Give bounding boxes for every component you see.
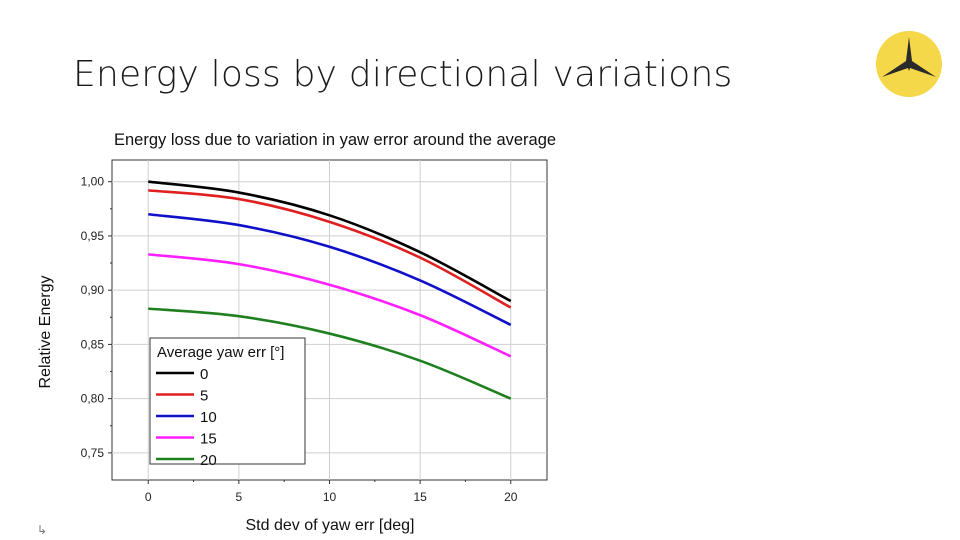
series-line-5 (148, 189, 512, 309)
x-axis-label: Std dev of yaw err [deg] (246, 517, 415, 534)
y-axis-label: Relative Energy (37, 276, 54, 389)
turbine-star-logo-icon (876, 31, 942, 97)
series-line-0 (148, 180, 512, 303)
series-line-20 (148, 307, 512, 400)
y-tick-label: 0,85 (81, 337, 105, 351)
legend-label-15: 15 (200, 431, 217, 448)
x-tick-label: 20 (504, 490, 518, 504)
x-tick-label: 0 (145, 490, 152, 504)
y-tick-label: 1,00 (81, 175, 105, 189)
y-tick-label: 0,75 (81, 446, 105, 460)
legend-label-5: 5 (200, 388, 208, 405)
slide-title: Energy loss by directional variations (73, 54, 733, 95)
legend-title: Average yaw err [°] (157, 344, 284, 361)
series-line-10 (148, 212, 512, 327)
legend-box (149, 337, 306, 465)
chart-title: Energy loss due to variation in yaw erro… (114, 131, 556, 149)
y-tick-label: 0,80 (81, 392, 105, 406)
legend-label-20: 20 (200, 452, 217, 469)
legend-label-10: 10 (200, 409, 217, 426)
series-line-15 (148, 253, 512, 358)
y-tick-label: 0,90 (81, 283, 105, 297)
x-tick-label: 15 (413, 490, 427, 504)
x-tick-label: 10 (323, 490, 337, 504)
x-tick-label: 5 (236, 490, 243, 504)
legend-label-0: 0 (200, 366, 208, 383)
y-tick-label: 0,95 (81, 229, 105, 243)
cursor-icon: ↳ (37, 523, 48, 537)
